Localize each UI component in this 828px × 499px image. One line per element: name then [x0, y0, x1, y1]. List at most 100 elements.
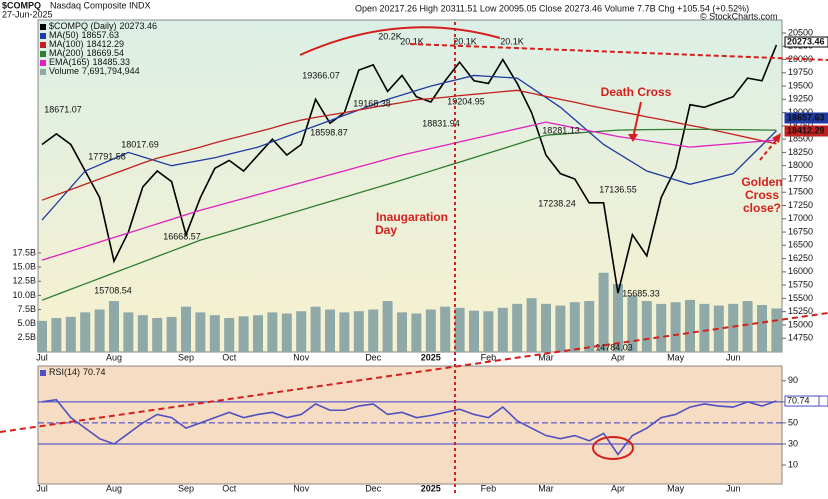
series-line — [41, 74, 777, 221]
price-label: 20.2K — [378, 31, 402, 41]
volume-bar — [65, 316, 76, 352]
x-tick-label: Sep — [178, 352, 194, 362]
volume-bar — [713, 305, 724, 352]
y-tick-label: 16500 — [788, 240, 813, 250]
volume-bar — [51, 318, 62, 352]
arrow — [759, 137, 779, 161]
x-tick-label: Aug — [106, 483, 122, 493]
volume-bar — [325, 309, 335, 352]
price-panel — [37, 19, 783, 353]
legend-value: 18657.63 — [82, 30, 120, 40]
y-tick-label: 14750 — [788, 333, 813, 343]
y-tick-label: 15250 — [788, 306, 813, 316]
legend-name: EMA(165) — [49, 57, 90, 67]
x-tick-label: Jul — [36, 483, 48, 493]
legend-name: MA(100) — [49, 39, 84, 49]
legend-swatch — [40, 69, 46, 75]
volume-tick-label: 15.0B — [12, 261, 36, 271]
annotation: Inaugaration — [376, 210, 448, 224]
legend-name: RSI(14) — [49, 367, 80, 377]
y-tick-label: 15500 — [788, 293, 813, 303]
x-tick-label: Dec — [365, 352, 382, 362]
y-tick-label: 16250 — [788, 253, 813, 263]
volume-bar — [512, 303, 523, 352]
price-label: 15685.33 — [622, 288, 660, 298]
volume-bar — [411, 313, 422, 352]
y-tick-label: 18500 — [788, 134, 813, 144]
arrow — [632, 101, 642, 139]
y-tick-label: 19250 — [788, 94, 813, 104]
x-tick-label: Feb — [481, 352, 497, 362]
price-label: 18281.13 — [542, 125, 580, 135]
legend-entry: MA(50) 18657.63 — [49, 30, 119, 40]
price-label: 17136.55 — [599, 184, 637, 194]
series-line — [41, 89, 777, 201]
series-line — [41, 128, 777, 301]
volume-bar — [584, 301, 595, 352]
volume-bar — [425, 309, 436, 352]
legend-name: $COMPQ (Daily) — [49, 21, 117, 31]
volume-tick-label: 10.0B — [12, 290, 36, 300]
volume-bar — [181, 306, 191, 352]
rsi-circle — [592, 436, 634, 460]
annotation: Death Cross — [601, 85, 672, 99]
x-tick-label: Dec — [365, 483, 382, 493]
series-line — [41, 44, 778, 294]
volume-bar — [224, 318, 235, 352]
y-tick-label: 17750 — [788, 173, 813, 183]
arrow-head — [628, 134, 638, 142]
legend-entry: MA(200) 18669.54 — [49, 48, 124, 58]
volume-bar — [699, 303, 710, 352]
x-tick-label: May — [667, 483, 685, 493]
volume-bar — [670, 302, 681, 352]
volume-bar — [497, 307, 508, 352]
price-label: 14784.03 — [595, 342, 633, 352]
volume-bar — [613, 284, 623, 352]
x-tick-label: Jun — [726, 483, 741, 493]
volume-bar — [209, 315, 220, 352]
legend-value: 7,691,794,944 — [82, 66, 140, 76]
volume-bar — [541, 303, 551, 352]
y-tick-label: 16000 — [788, 266, 813, 276]
volume-bar — [382, 301, 393, 352]
last-value-box — [784, 395, 820, 407]
last-value-label: 70.74 — [787, 395, 810, 405]
volume-tick-label: 12.5B — [12, 276, 36, 286]
x-tick-label: May — [667, 352, 685, 362]
volume-bar — [454, 307, 465, 352]
price-label: 19168.38 — [353, 98, 391, 108]
volume-bar — [166, 316, 177, 352]
volume-tick-label: 7.5B — [17, 304, 36, 314]
volume-bar — [94, 309, 105, 352]
series-line — [41, 398, 777, 456]
y-tick-label: 19500 — [788, 80, 813, 90]
x-tick-label: Jul — [36, 352, 48, 362]
volume-bar — [469, 310, 479, 352]
credit: © StockCharts.com — [700, 11, 778, 21]
volume-bar — [771, 308, 782, 352]
volume-bar — [483, 311, 494, 352]
last-value-box — [784, 36, 828, 48]
legend-value: 70.74 — [83, 367, 106, 377]
volume-bar — [742, 301, 753, 352]
x-tick-label: Nov — [293, 352, 310, 362]
volume-bar — [267, 312, 278, 352]
volume-bar — [253, 315, 263, 352]
legend-name: MA(50) — [49, 30, 79, 40]
rsi-panel — [37, 365, 783, 485]
price-label: 20.1K — [400, 36, 424, 46]
legend-value: 18669.54 — [87, 48, 125, 58]
annotation: Golden — [741, 175, 782, 189]
arrow-head — [772, 133, 781, 143]
price-label: 15708.54 — [94, 285, 132, 295]
volume-bar — [195, 312, 206, 352]
y-tick-label: 90 — [788, 375, 798, 385]
y-tick-label: 50 — [788, 417, 798, 427]
index-name: Nasdaq Composite INDX — [50, 0, 151, 10]
legend-name: MA(200) — [49, 48, 84, 58]
annotation: Day — [375, 223, 397, 237]
price-label: 18671.07 — [44, 104, 82, 114]
legend-value: 18412.29 — [87, 39, 125, 49]
